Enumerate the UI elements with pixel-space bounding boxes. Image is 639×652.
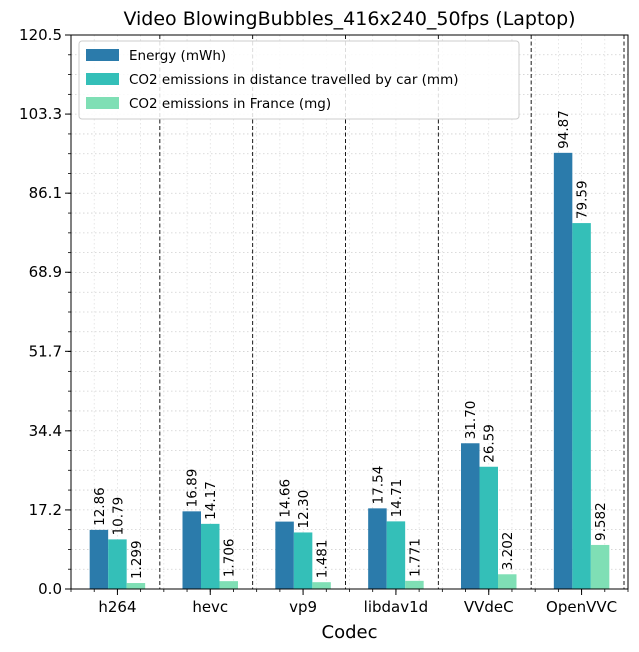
bar-vp9-series-1 — [293, 532, 313, 589]
x-tick-label: hevc — [192, 598, 228, 616]
bar-h264-series-1 — [108, 539, 127, 589]
data-label: 3.202 — [500, 532, 516, 571]
legend-label-co2-car: CO2 emissions in distance travelled by c… — [129, 72, 459, 88]
bar-vvdec-series-2 — [498, 574, 517, 589]
legend: Energy (mWh) CO2 emissions in distance t… — [78, 40, 520, 120]
bars — [89, 152, 610, 589]
data-label: 26.59 — [482, 424, 498, 463]
y-tick-label: 0.0 — [38, 580, 62, 598]
x-tick-label: OpenVVC — [546, 598, 617, 616]
y-tick-label: 17.2 — [29, 501, 62, 519]
data-label: 1.771 — [407, 538, 423, 577]
x-tick-label: h264 — [98, 598, 136, 616]
bar-libdav1d-series-1 — [386, 521, 406, 589]
data-labels: 12.86 10.791.299 16.89 14.17 1.706 14.66 12.30… — [92, 110, 609, 579]
legend-swatch-energy — [86, 49, 119, 61]
data-label: 31.70 — [463, 401, 479, 440]
bar-vp9-series-2 — [312, 582, 331, 589]
bar-vp9-series-0 — [275, 521, 294, 589]
data-label: 1.481 — [315, 540, 331, 579]
bar-hevc-series-1 — [201, 523, 220, 589]
legend-swatch-co2-france — [86, 97, 119, 109]
chart-title: Video BlowingBubbles_416x240_50fps (Lapt… — [123, 8, 575, 30]
y-tick-label: 68.9 — [29, 263, 62, 281]
bar-libdav1d-series-0 — [368, 508, 387, 589]
data-label: 94.87 — [556, 110, 572, 149]
axes: 0.0 17.2 34.4 51.7 68.9 86.1 103.3 120.5 h264 hev… — [19, 26, 629, 616]
y-tick-label: 51.7 — [29, 342, 62, 360]
x-tick-label: VVdeC — [464, 598, 514, 616]
bar-vvdec-series-0 — [461, 443, 480, 589]
legend-label-co2-france: CO2 emissions in France (mg) — [129, 96, 331, 112]
bar-openvvc-series-2 — [590, 544, 610, 589]
legend-swatch-co2-car — [86, 73, 119, 85]
y-tick-label: 34.4 — [29, 422, 62, 440]
data-label: 12.30 — [296, 490, 312, 529]
data-label: 17.54 — [370, 466, 386, 505]
data-label: 14.17 — [203, 481, 219, 520]
data-label: 9.582 — [593, 502, 609, 541]
legend-box — [78, 40, 520, 120]
data-label: 14.66 — [278, 479, 294, 518]
bar-hevc-series-2 — [219, 581, 238, 589]
bar-h264-series-0 — [89, 529, 109, 589]
y-tick-label: 103.3 — [19, 105, 62, 123]
bar-openvvc-series-0 — [553, 152, 573, 589]
x-tick-label: vp9 — [289, 598, 317, 616]
bar-vvdec-series-1 — [479, 466, 498, 589]
data-label: 1.299 — [129, 540, 145, 579]
y-tick-label: 120.5 — [19, 26, 62, 44]
bar-openvvc-series-1 — [572, 223, 591, 589]
bar-hevc-series-0 — [182, 511, 201, 589]
bar-libdav1d-series-2 — [405, 580, 424, 589]
data-label: 79.59 — [575, 180, 591, 219]
data-label: 14.71 — [389, 479, 405, 518]
data-label: 12.86 — [92, 487, 108, 526]
data-label: 16.89 — [185, 469, 201, 508]
legend-label-energy: Energy (mWh) — [129, 48, 226, 64]
bar-h264-series-2 — [126, 583, 146, 589]
x-tick-label: libdav1d — [364, 598, 429, 616]
y-tick-label: 86.1 — [29, 184, 62, 202]
x-axis-label: Codec — [322, 622, 378, 643]
data-label: 1.706 — [222, 539, 238, 578]
category-separators — [159, 35, 625, 589]
data-label: 10.79 — [110, 497, 126, 536]
